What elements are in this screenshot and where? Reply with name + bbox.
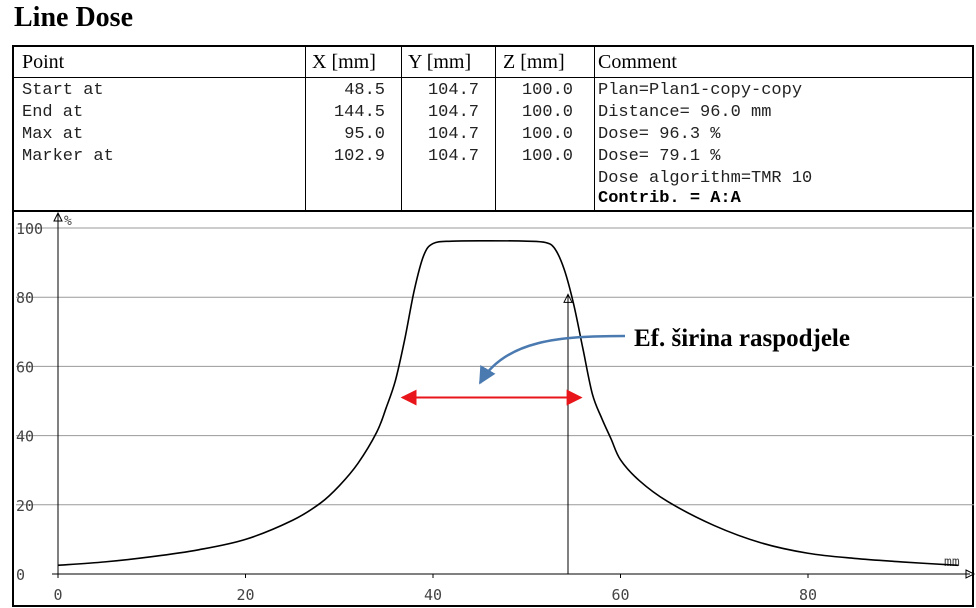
x-tick-label: 60 — [611, 586, 629, 604]
row-z: 100.0 — [521, 103, 573, 122]
line-dose-frame: Point X [mm] Y [mm] Z [mm] Comment Start… — [12, 45, 974, 607]
y-tick-label: 80 — [16, 289, 34, 307]
row-comment: Plan=Plan1-copy-copy — [598, 81, 803, 100]
x-axis-label: mm — [944, 555, 960, 570]
row-y: 104.7 — [427, 103, 479, 122]
row-z: 100.0 — [521, 147, 573, 166]
row-z: 100.0 — [521, 81, 573, 100]
annotation-label: Ef. širina raspodjele — [634, 325, 850, 352]
row-x: 144.5 — [333, 103, 385, 122]
row-point: Marker at — [22, 147, 114, 166]
y-tick-label: 0 — [16, 566, 25, 584]
row-point: End at — [22, 103, 84, 122]
y-tick-label: 60 — [16, 358, 34, 376]
y-axis-label: % — [64, 214, 72, 229]
contrib-comment: Contrib. = A:A — [598, 189, 741, 208]
header-y: Y [mm] — [408, 51, 472, 73]
row-point: Start at — [22, 81, 104, 100]
header-point: Point — [22, 51, 65, 73]
page-title: Line Dose — [14, 2, 133, 33]
row-comment: Dose= 96.3 % — [598, 125, 721, 144]
row-x: 102.9 — [333, 147, 385, 166]
x-tick-label: 0 — [53, 586, 62, 604]
x-tick-label: 20 — [236, 586, 254, 604]
row-x: 95.0 — [344, 125, 385, 144]
row-z: 100.0 — [521, 125, 573, 144]
row-point: Max at — [22, 125, 84, 144]
x-axis-arrow — [965, 569, 976, 579]
algorithm-comment: Dose algorithm=TMR 10 — [598, 169, 813, 188]
row-y: 104.7 — [427, 81, 479, 100]
y-tick-label: 40 — [16, 428, 34, 446]
column-divider — [495, 47, 496, 210]
y-tick-label: 100 — [16, 220, 43, 238]
dose-curve — [57, 239, 959, 567]
y-tick-label: 20 — [16, 497, 34, 515]
row-comment: Distance= 96.0 mm — [598, 103, 772, 122]
y-axis-arrow — [53, 211, 63, 222]
row-comment: Dose= 79.1 % — [598, 147, 721, 166]
column-divider — [594, 47, 595, 210]
column-divider — [305, 47, 306, 210]
x-tick-label: 80 — [799, 586, 817, 604]
pointer-arrow — [478, 334, 626, 385]
x-tick-label: 40 — [424, 586, 442, 604]
column-divider — [401, 47, 402, 210]
header-z: Z [mm] — [503, 51, 565, 73]
header-x: X [mm] — [312, 51, 376, 73]
header-comment: Comment — [598, 51, 677, 73]
points-table: Point X [mm] Y [mm] Z [mm] Comment Start… — [14, 47, 972, 212]
header-divider — [14, 77, 972, 78]
row-y: 104.7 — [427, 147, 479, 166]
row-x: 48.5 — [344, 81, 385, 100]
row-y: 104.7 — [427, 125, 479, 144]
marker-arrow-icon — [563, 293, 573, 303]
